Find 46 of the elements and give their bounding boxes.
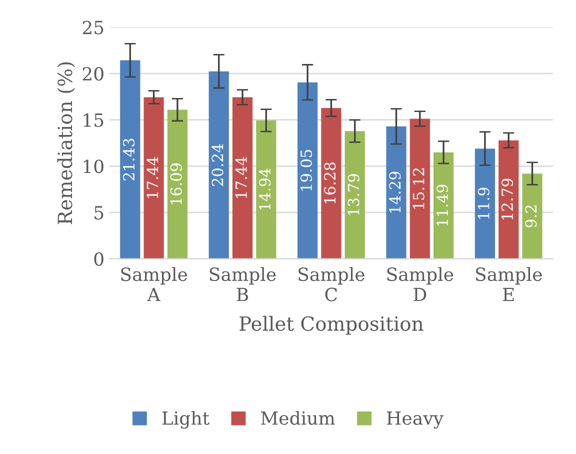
y-axis-title: Remediation (%) xyxy=(57,62,76,224)
legend-label: Medium xyxy=(261,410,335,425)
data-label: 21.43 xyxy=(123,138,135,180)
bar xyxy=(386,126,406,259)
bar xyxy=(321,108,342,259)
data-label: 20.24 xyxy=(212,144,224,186)
y-tick-label: 20 xyxy=(82,67,104,81)
bar xyxy=(120,60,140,259)
data-label: 16.28 xyxy=(324,162,336,204)
x-tick-label: Sample C xyxy=(298,267,364,302)
bar xyxy=(474,148,496,259)
data-label: 13.79 xyxy=(348,174,360,215)
legend-label: Light xyxy=(162,410,210,429)
x-tick-label: Sample A xyxy=(121,267,188,302)
data-label: 9.2 xyxy=(525,206,537,228)
bar xyxy=(144,97,164,259)
x-axis-title: Pellet Composition xyxy=(240,316,424,335)
y-tick-label: 0 xyxy=(94,252,104,266)
data-label: 14.29 xyxy=(389,172,401,213)
bar xyxy=(434,152,454,259)
data-label: 11.9 xyxy=(478,188,490,219)
bar xyxy=(410,118,430,259)
y-tick-label: 15 xyxy=(84,113,104,127)
bar xyxy=(498,140,519,259)
y-tick-label: 10 xyxy=(84,160,104,174)
data-label: 14.94 xyxy=(259,168,271,210)
data-label: 11.49 xyxy=(436,184,448,226)
data-label: 17.44 xyxy=(235,156,247,198)
bar xyxy=(256,120,276,259)
y-tick-label: 25 xyxy=(82,20,104,34)
data-label: 19.05 xyxy=(300,150,312,191)
data-label: 16.09 xyxy=(170,163,182,204)
bar xyxy=(167,110,188,259)
bar xyxy=(208,71,229,259)
x-tick-label: Sample D xyxy=(387,267,454,302)
data-label: 12.79 xyxy=(501,178,514,220)
y-tick-label: 5 xyxy=(94,206,104,220)
x-tick-label: Sample B xyxy=(210,267,276,302)
bar xyxy=(344,131,365,259)
bar xyxy=(297,82,318,259)
bar xyxy=(522,174,542,259)
data-label: 17.44 xyxy=(146,156,158,198)
data-label: 15.12 xyxy=(412,168,424,209)
bar xyxy=(232,97,253,259)
legend-label: Heavy xyxy=(386,411,444,429)
x-tick-label: Sample E xyxy=(476,267,542,302)
